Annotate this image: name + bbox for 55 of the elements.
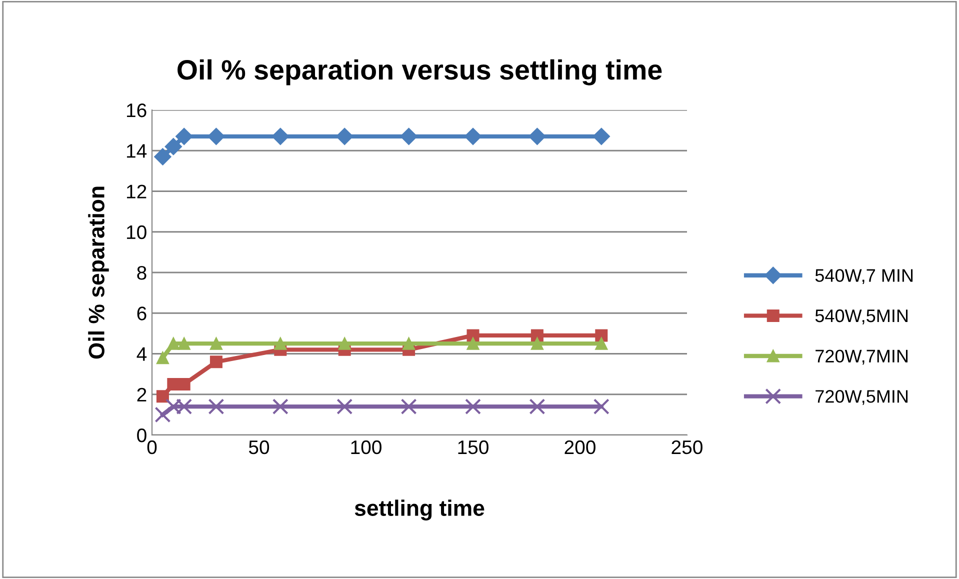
point [593, 398, 610, 415]
point [154, 148, 172, 166]
x-tick-label: 200 [564, 440, 596, 454]
y-tick-label: 8 [137, 266, 146, 280]
point [154, 406, 171, 423]
point [400, 128, 418, 145]
point [208, 128, 225, 145]
point [529, 398, 546, 415]
point [336, 128, 354, 145]
point [400, 398, 417, 415]
point [595, 329, 608, 342]
x-tick-label: 100 [351, 440, 382, 454]
point [272, 128, 289, 145]
point [530, 337, 544, 350]
point [167, 337, 180, 350]
x-tick-label: 50 [248, 440, 270, 454]
point [208, 398, 224, 415]
x-tick-label: 0 [147, 440, 157, 454]
point [592, 128, 610, 145]
point [274, 337, 287, 350]
x-axis-title: settling time [354, 500, 484, 520]
point [464, 128, 482, 145]
point [595, 337, 608, 350]
x-tick-label: 150 [458, 440, 488, 454]
y-tick-label: 2 [137, 388, 146, 402]
point [156, 390, 169, 403]
point [338, 337, 351, 350]
y-tick-label: 14 [126, 144, 147, 158]
y-tick-label: 6 [137, 306, 146, 320]
legend-label: 720W,7MIN [816, 350, 908, 365]
point [402, 337, 416, 350]
point [156, 352, 169, 364]
legend-label: 540W,5MIN [815, 309, 908, 324]
x-tick-label: 250 [672, 440, 702, 454]
y-tick-label: 12 [126, 184, 146, 198]
point [178, 337, 190, 350]
y-axis-title: Oil % separation [88, 186, 109, 359]
y-tick-label: 4 [136, 347, 147, 361]
point [176, 128, 193, 145]
point [164, 138, 182, 156]
point [466, 337, 480, 350]
point [466, 329, 480, 342]
y-tick-label: 16 [126, 103, 146, 118]
point [272, 398, 288, 415]
y-tick-label: 0 [137, 428, 146, 442]
point [465, 398, 481, 415]
chart-title: Oil % separation versus settling time [178, 59, 662, 86]
legend-label: 540W,7 MIN [815, 269, 913, 284]
point [336, 398, 353, 415]
point [530, 329, 544, 342]
point [528, 128, 546, 145]
point [210, 356, 222, 368]
y-tick-label: 10 [126, 225, 146, 240]
legend-label: 720W,5MIN [816, 390, 908, 405]
point [210, 337, 222, 350]
